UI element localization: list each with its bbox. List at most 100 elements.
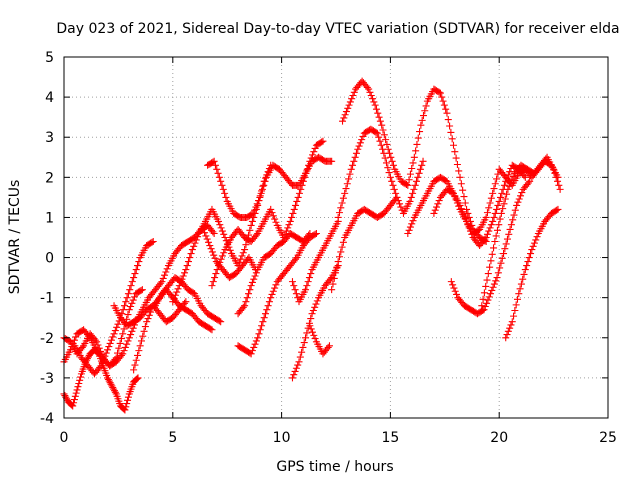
data-point	[259, 318, 267, 326]
data-point	[74, 383, 82, 391]
data-point	[371, 101, 379, 109]
data-point	[249, 209, 257, 217]
data-point	[515, 195, 523, 203]
data-point	[347, 165, 355, 173]
data-point	[506, 168, 514, 176]
data-point	[131, 293, 139, 301]
data-point	[260, 181, 268, 189]
data-point	[312, 229, 320, 237]
data-point	[389, 161, 397, 169]
data-point	[444, 116, 452, 124]
data-point	[409, 189, 417, 197]
series-arc-23	[478, 153, 564, 310]
data-point	[518, 189, 526, 197]
data-point	[98, 351, 106, 359]
data-point	[288, 374, 296, 382]
data-point	[479, 307, 487, 315]
data-point	[532, 236, 540, 244]
data-point	[127, 282, 135, 290]
data-point	[503, 174, 511, 182]
data-point	[301, 173, 309, 181]
data-point	[343, 180, 351, 188]
data-point	[389, 181, 397, 189]
data-point	[303, 329, 311, 337]
data-point	[496, 264, 504, 272]
data-point	[292, 290, 300, 298]
data-point	[214, 169, 222, 177]
data-point	[374, 109, 382, 117]
data-point	[515, 290, 523, 298]
data-point	[102, 349, 110, 357]
data-point	[292, 364, 300, 372]
data-point	[182, 266, 190, 274]
data-point	[308, 310, 316, 318]
data-point	[380, 149, 388, 157]
data-point	[268, 209, 276, 217]
data-point	[135, 347, 143, 355]
data-point	[468, 230, 476, 238]
data-point	[530, 239, 538, 247]
data-point	[149, 238, 157, 246]
data-point	[269, 287, 277, 295]
data-point	[487, 221, 495, 229]
data-point	[342, 108, 350, 116]
data-point	[208, 248, 216, 256]
data-point	[501, 245, 509, 253]
data-point	[350, 88, 358, 96]
data-point	[256, 326, 264, 334]
data-point	[381, 154, 389, 162]
data-point	[253, 200, 261, 208]
data-point	[111, 327, 119, 335]
data-point	[413, 140, 421, 148]
data-point	[208, 326, 216, 334]
data-point	[293, 197, 301, 205]
data-point	[339, 194, 347, 202]
data-point	[493, 226, 501, 234]
data-point	[550, 165, 558, 173]
data-point	[418, 116, 426, 124]
data-point	[121, 343, 129, 351]
y-tick-label: -4	[40, 411, 54, 427]
data-point	[93, 338, 101, 346]
data-point	[267, 294, 275, 302]
data-point	[272, 218, 280, 226]
data-point	[507, 179, 515, 187]
series-arc-02	[60, 346, 142, 414]
data-point	[397, 203, 405, 211]
data-point	[263, 306, 271, 314]
data-point	[504, 171, 512, 179]
data-point	[528, 246, 536, 254]
data-point	[372, 105, 380, 113]
y-tick-label: 5	[45, 50, 54, 66]
series-arc-19	[334, 125, 427, 221]
data-point	[298, 348, 306, 356]
data-point	[387, 153, 395, 161]
data-point	[447, 128, 455, 136]
data-point	[443, 109, 451, 117]
data-point	[388, 177, 396, 185]
data-point	[490, 244, 498, 252]
data-point	[125, 334, 133, 342]
data-point	[505, 230, 513, 238]
data-point	[352, 149, 360, 157]
data-point	[132, 266, 140, 274]
data-point	[305, 161, 313, 169]
data-point	[521, 266, 529, 274]
data-point	[406, 197, 414, 205]
data-point	[256, 193, 264, 201]
data-point	[330, 274, 338, 282]
data-point	[174, 285, 182, 293]
data-point	[302, 169, 310, 177]
data-point	[217, 318, 225, 326]
data-point	[483, 276, 491, 284]
data-point	[251, 340, 259, 348]
data-point	[529, 242, 537, 250]
data-point	[170, 294, 178, 302]
data-point	[513, 295, 521, 303]
data-point	[269, 212, 277, 220]
data-point	[383, 140, 391, 148]
data-point	[482, 213, 490, 221]
x-axis-label: GPS time / hours	[276, 459, 393, 475]
data-point	[110, 330, 118, 338]
data-point	[452, 154, 460, 162]
